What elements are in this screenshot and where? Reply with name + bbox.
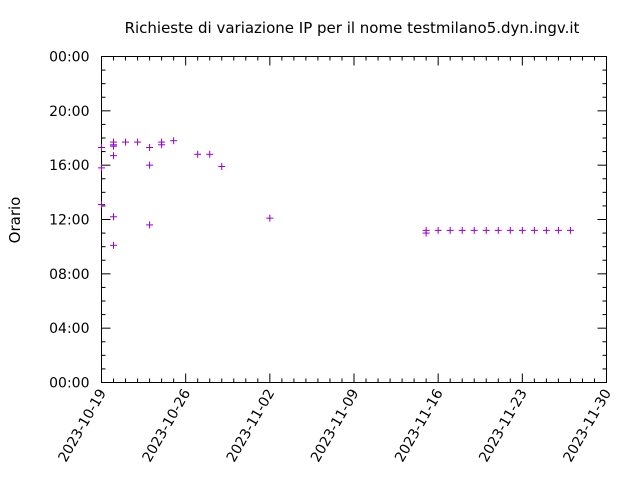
data-point [554,226,562,234]
data-point [146,221,154,229]
data-point [218,163,226,171]
data-point [134,138,142,146]
data-point [146,144,154,152]
data-point [170,137,178,145]
x-tick-labels: 2023-10-19 2023-10-26 2023-11-02 2023-11-09… [55,386,615,465]
data-point [98,144,105,152]
y-tick-label: 00:00 [49,376,89,392]
data-point [122,138,130,146]
data-point [446,226,454,234]
data-point [110,152,118,160]
data-point [98,201,105,209]
x-tick-label: 2023-11-16 [392,386,447,465]
data-point [146,161,154,169]
data-point [422,229,430,237]
data-point [506,226,514,234]
chart-title: Richieste di variazione IP per il nome t… [125,19,580,37]
data-point [206,150,214,158]
data-point [458,226,466,234]
y-axis-label: Orario [6,197,24,244]
x-tick-label: 2023-10-26 [140,386,195,465]
y-tick-label: 04:00 [49,321,89,337]
data-point [194,150,202,158]
x-tick-label: 2023-11-02 [224,387,279,465]
data-point [266,214,274,222]
x-tick-label: 2023-10-19 [55,387,110,465]
y-tick-label: 12:00 [49,213,89,229]
data-point [434,226,442,234]
axis-ticks [101,56,607,383]
y-tick-label: 20:00 [49,104,89,120]
x-tick-label: 2023-11-09 [308,387,363,465]
data-point [494,226,502,234]
data-point [482,226,490,234]
x-tick-label: 2023-11-30 [560,387,615,465]
data-point [98,164,105,172]
data-point [110,241,118,249]
data-point [158,141,166,149]
data-point [110,142,118,150]
data-point [470,226,478,234]
data-points [98,137,574,249]
data-point [542,226,550,234]
y-tick-label: 00:00 [49,50,89,66]
data-point [566,226,574,234]
y-tick-label: 08:00 [49,267,89,283]
x-tick-label: 2023-11-23 [476,387,531,465]
y-tick-label: 16:00 [49,158,89,174]
data-point [530,226,538,234]
data-point [110,213,118,221]
y-tick-labels: 00:00 04:00 08:00 12:00 16:00 20:00 00:00 [49,50,89,392]
plot-frame [101,56,607,383]
data-point [518,226,526,234]
